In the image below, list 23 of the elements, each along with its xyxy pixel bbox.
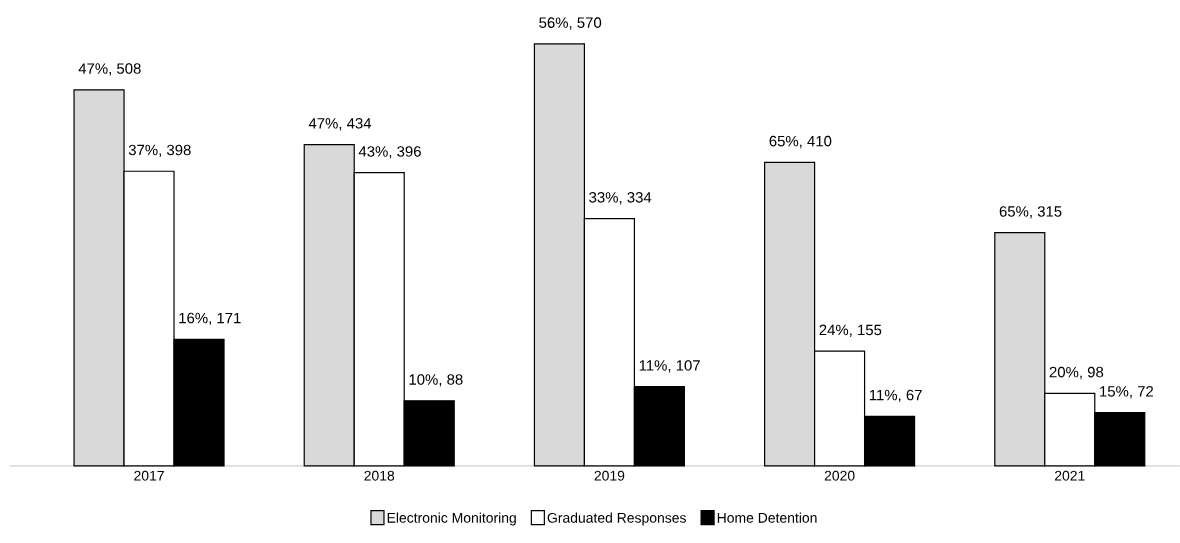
data-label: 43%, 396	[358, 146, 421, 159]
x-tick-label: 2019	[594, 470, 625, 481]
legend-label: Electronic Monitoring	[387, 512, 516, 526]
data-label: 15%, 72	[1100, 386, 1154, 399]
data-label: 47%, 434	[308, 118, 372, 131]
data-label: 37%, 398	[128, 144, 191, 158]
data-label: 33%, 334	[589, 192, 652, 205]
data-label: 24%, 155	[819, 324, 882, 337]
data-label: 56%, 570	[539, 17, 602, 30]
data-label: 47%, 508	[78, 63, 141, 76]
x-tick-label: 2017	[134, 470, 164, 481]
data-label: 65%, 315	[999, 206, 1062, 219]
x-tick-label: 2018	[364, 470, 395, 481]
data-label: 10%, 88	[409, 374, 463, 387]
data-label: 65%, 410	[769, 135, 832, 149]
legend-label: Graduated Responses	[547, 512, 686, 526]
x-tick-label: 2020	[824, 470, 855, 481]
data-label: 16%, 171	[179, 312, 241, 326]
data-label: 20%, 98	[1049, 366, 1104, 380]
x-tick-label: 2021	[1054, 470, 1085, 481]
legend-label: Home Detention	[717, 512, 817, 523]
data-label: 11%, 107	[639, 360, 700, 373]
data-label: 11%, 67	[869, 389, 922, 403]
